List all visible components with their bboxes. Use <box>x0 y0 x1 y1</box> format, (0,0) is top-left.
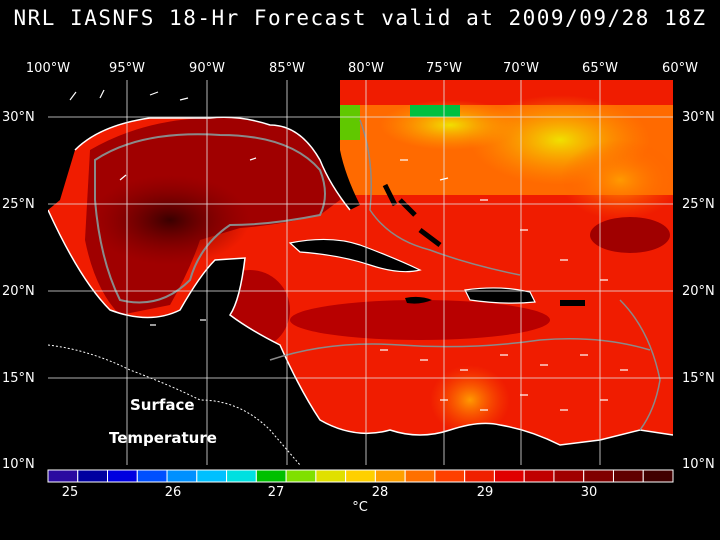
hispaniola-coastline <box>464 287 536 304</box>
colorbar-label-26: 26 <box>164 485 182 500</box>
jamaica-land <box>405 296 432 304</box>
colorbar-swatch <box>285 469 317 483</box>
colorbar-swatch <box>226 469 257 483</box>
lon-label-100w: 100°W <box>25 61 71 76</box>
map-title: NRL IASNFS 18-Hr Forecast valid at 2009/… <box>13 6 707 30</box>
gulf-hot-core <box>90 175 250 265</box>
lat-label-10n-left: 10°N <box>2 457 35 472</box>
colorbar-label-28: 28 <box>371 485 389 500</box>
gulf-coastline <box>48 116 673 446</box>
atlantic-dark <box>590 217 670 253</box>
surface-label: Surface <box>130 396 195 414</box>
lat-label-20n-right: 20°N <box>682 284 715 299</box>
colorbar-swatch <box>523 469 555 483</box>
lat-label-30n-left: 30°N <box>2 110 35 125</box>
colorbar-swatch <box>493 469 525 483</box>
cuba-land <box>290 239 420 272</box>
warm-plume-south <box>430 365 510 435</box>
lon-label-65w: 65°W <box>582 61 618 76</box>
colorbar-swatch <box>642 469 674 483</box>
colorbar-swatch <box>345 469 376 483</box>
colorbar-swatch <box>583 469 614 483</box>
lon-label-70w: 70°W <box>503 61 539 76</box>
lon-label-95w: 95°W <box>109 61 145 76</box>
bathymetry-contour-1 <box>94 133 326 304</box>
lon-label-85w: 85°W <box>269 61 305 76</box>
lat-label-25n-right: 25°N <box>682 197 715 212</box>
lat-label-10n-right: 10°N <box>682 457 715 472</box>
lat-label-25n-left: 25°N <box>2 197 35 212</box>
colorbar-label-27: 27 <box>267 485 285 500</box>
bathymetry-contour-4 <box>619 299 661 431</box>
colorbar-units: °C <box>352 500 368 515</box>
colorbar-swatch <box>136 469 168 483</box>
colorbar-swatch <box>464 469 495 483</box>
colorbar-swatch <box>77 469 109 483</box>
colorbar-swatch <box>47 469 79 483</box>
green-patch <box>340 105 360 140</box>
bahamas-land <box>382 183 442 247</box>
colorbar <box>47 469 674 483</box>
lat-label-20n-left: 20°N <box>2 284 35 299</box>
lon-label-80w: 80°W <box>348 61 384 76</box>
colorbar-swatch <box>553 469 585 483</box>
wind-vectors <box>69 89 628 411</box>
lon-label-60w: 60°W <box>662 61 698 76</box>
colorbar-swatch <box>434 469 466 483</box>
north-america-land <box>48 80 360 210</box>
lon-label-90w: 90°W <box>189 61 225 76</box>
political-boundary <box>48 344 301 465</box>
colorbar-swatch <box>374 469 406 483</box>
colorbar-swatch <box>255 469 287 483</box>
lat-label-30n-right: 30°N <box>682 110 715 125</box>
bathymetry-contour-2 <box>269 338 651 361</box>
colorbar-label-30: 30 <box>580 485 598 500</box>
mexico-central-america-land <box>48 210 673 465</box>
colorbar-swatch <box>612 469 644 483</box>
puerto-rico-land <box>560 300 585 306</box>
caribbean-dark-1 <box>290 300 550 340</box>
graticule <box>48 80 673 465</box>
lat-label-15n-right: 15°N <box>682 371 715 386</box>
green-patch-2 <box>410 105 460 117</box>
colorbar-label-25: 25 <box>61 485 79 500</box>
lat-label-15n-left: 15°N <box>2 371 35 386</box>
colorbar-swatch <box>315 469 347 483</box>
colorbar-swatch <box>166 469 198 483</box>
colorbar-swatch <box>404 469 436 483</box>
hispaniola-land <box>465 287 535 304</box>
orange-patch <box>560 140 673 220</box>
temperature-label: Temperature <box>109 429 217 447</box>
lon-label-75w: 75°W <box>426 61 462 76</box>
cuba-coastline <box>288 238 422 273</box>
colorbar-swatch <box>107 469 138 483</box>
colorbar-swatch <box>196 469 228 483</box>
colorbar-label-29: 29 <box>476 485 494 500</box>
bathymetry-contour-3 <box>359 119 521 276</box>
